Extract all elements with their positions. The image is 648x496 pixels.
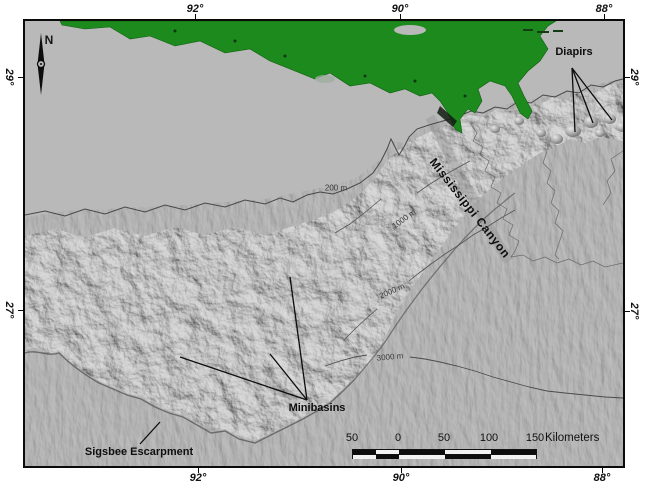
sigsbee-leader-line <box>139 421 161 445</box>
tick-right-29 <box>625 77 630 78</box>
sigsbee-escarpment-label: Sigsbee Escarpment <box>84 446 194 458</box>
diapirs-label: Diapirs <box>555 46 593 58</box>
tick-top-88 <box>604 14 605 19</box>
lake-pontchartrain <box>394 25 426 35</box>
barrier-islands <box>523 29 563 33</box>
scale-tick-label: 0 <box>394 432 402 444</box>
scale-bar-bands <box>352 449 537 459</box>
land-detail-speckles <box>173 29 467 98</box>
contour-line-1000m <box>334 160 471 234</box>
sigsbee-escarpment-edge <box>25 351 356 444</box>
tick-right-27 <box>625 311 630 312</box>
canyon-fan-edge <box>354 192 516 380</box>
north-arrow: N <box>33 33 65 95</box>
scale-tick-label: 150 <box>525 432 545 444</box>
tick-left-29 <box>18 77 23 78</box>
minibasins-leader-lines <box>179 276 308 401</box>
north-arrow-label: N <box>44 33 54 47</box>
mississippi-canyon-channel <box>425 114 514 264</box>
graticule-label-left-27: 27° <box>3 301 15 319</box>
graticule-label-bottom-88: 88° <box>593 472 611 484</box>
tick-bottom-90 <box>401 468 402 473</box>
minibasins-label: Minibasins <box>288 402 346 414</box>
rugged-terrain-texture <box>25 83 623 441</box>
compass-needle-icon <box>36 33 46 95</box>
tick-top-92 <box>195 14 196 19</box>
contour-line-2000m <box>344 209 516 340</box>
map-frame: Diapirs Mississippi Canyon Minibasins Si… <box>23 19 625 468</box>
delta-wetlands <box>437 106 457 127</box>
coastal-bay <box>315 75 335 83</box>
graticule-label-left-29: 29° <box>3 68 15 86</box>
survey-boundary-line-3 <box>602 150 623 206</box>
tick-top-90 <box>400 14 401 19</box>
bathymetry-canvas <box>25 21 623 466</box>
contour-line-200m <box>25 78 623 217</box>
graticule-label-bottom-92: 92° <box>189 472 207 484</box>
scale-tick-label: 100 <box>479 432 499 444</box>
diapirs-leader-lines <box>571 67 613 133</box>
graticule-label-top-92: 92° <box>186 3 204 15</box>
tick-bottom-92 <box>198 468 199 473</box>
scale-bar: 50 0 50 100 150 Kilometers <box>346 432 620 466</box>
tick-left-27 <box>18 310 23 311</box>
contour-label-200m: 200 m <box>324 183 348 193</box>
scale-tick-label: 50 <box>345 432 359 444</box>
graticule-label-top-90: 90° <box>391 3 409 15</box>
scale-unit-label: Kilometers <box>545 432 600 444</box>
diapir-mounds <box>490 114 623 144</box>
survey-boundary-line-2 <box>542 150 564 260</box>
tick-bottom-88 <box>602 468 603 473</box>
graticule-label-top-88: 88° <box>595 3 613 15</box>
graticule-label-bottom-90: 90° <box>392 472 410 484</box>
scale-tick-label: 50 <box>437 432 451 444</box>
contour-line-3000m <box>324 354 623 399</box>
survey-boundary-line-1 <box>469 122 623 268</box>
